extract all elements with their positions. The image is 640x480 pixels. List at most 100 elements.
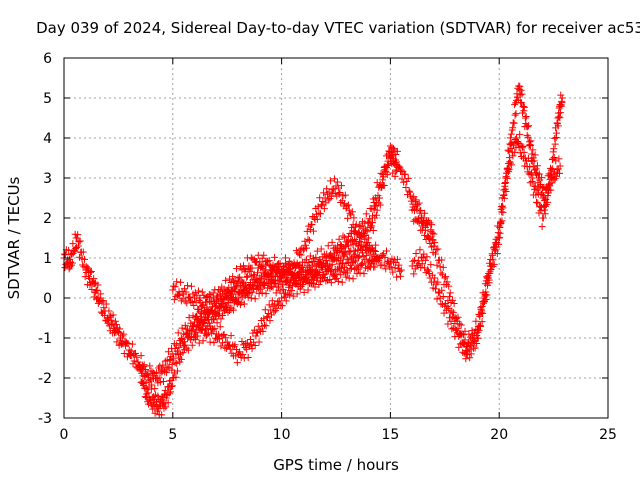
- data-point-fill: [508, 161, 516, 169]
- data-point-fill: [391, 172, 399, 180]
- data-point-fill: [554, 122, 562, 130]
- data-point-fill: [451, 333, 459, 341]
- data-point-fill: [525, 122, 533, 130]
- data-point-fill: [326, 262, 334, 270]
- data-point-fill: [493, 243, 501, 251]
- data-point-fill: [79, 248, 87, 256]
- data-point-fill: [342, 273, 350, 281]
- x-tick-label: 20: [490, 427, 508, 443]
- data-point-fill: [487, 255, 495, 263]
- data-point-fill: [155, 374, 163, 382]
- data-point-fill: [69, 240, 77, 248]
- data-point-fill: [511, 101, 519, 109]
- data-point-fill: [238, 338, 246, 346]
- data-point-fill: [414, 215, 422, 223]
- data-point-fill: [396, 163, 404, 171]
- data-point-fill: [556, 169, 564, 177]
- data-point-fill: [112, 321, 120, 329]
- data-point-fill: [557, 91, 565, 99]
- data-point: [343, 202, 351, 210]
- data-point-fill: [184, 282, 192, 290]
- data-point-fill: [209, 325, 217, 333]
- data-point-fill: [191, 289, 199, 297]
- data-point-fill: [412, 249, 420, 257]
- data-point-fill: [533, 162, 541, 170]
- data-point-fill: [328, 238, 336, 246]
- data-point-fill: [394, 162, 402, 170]
- data-point-fill: [316, 210, 324, 218]
- data-point-fill: [313, 215, 321, 223]
- data-point-fill: [349, 241, 357, 249]
- data-point-fill: [261, 266, 269, 274]
- data-point-fill: [516, 130, 524, 138]
- data-point-fill: [353, 253, 361, 261]
- data-point-fill: [273, 304, 281, 312]
- data-point-fill: [233, 265, 241, 273]
- data-point-fill: [381, 253, 389, 261]
- data-point-fill: [138, 365, 146, 373]
- data-point-fill: [438, 256, 446, 264]
- data-point-fill: [488, 250, 496, 258]
- data-point-fill: [380, 181, 388, 189]
- data-point: [310, 214, 318, 222]
- data-point-fill: [279, 285, 287, 293]
- data-point-fill: [258, 264, 266, 272]
- data-point-fill: [166, 355, 174, 363]
- data-point-fill: [146, 362, 154, 370]
- data-point-fill: [299, 281, 307, 289]
- data-point-fill: [518, 99, 526, 107]
- data-point: [430, 230, 438, 238]
- data-point-fill: [365, 215, 373, 223]
- chart-title: Day 039 of 2024, Sidereal Day-to-day VTE…: [36, 19, 640, 37]
- data-point-fill: [275, 277, 283, 285]
- data-point-fill: [338, 259, 346, 267]
- data-point-fill: [510, 119, 518, 127]
- data-point-fill: [133, 353, 141, 361]
- x-tick-label: 0: [60, 427, 69, 443]
- data-point-fill: [372, 241, 380, 249]
- data-point-fill: [213, 319, 221, 327]
- data-point: [201, 310, 209, 318]
- data-point-fill: [337, 182, 345, 190]
- data-point-fill: [144, 389, 152, 397]
- data-point-fill: [278, 302, 286, 310]
- data-point-fill: [477, 309, 485, 317]
- data-point-fill: [309, 280, 317, 288]
- data-point-fill: [400, 178, 408, 186]
- data-point-fill: [285, 291, 293, 299]
- x-axis-label: GPS time / hours: [273, 456, 399, 474]
- data-point-fill: [141, 373, 149, 381]
- data-point-fill: [153, 374, 161, 382]
- data-point-fill: [531, 182, 539, 190]
- data-point-fill: [188, 341, 196, 349]
- data-point: [332, 270, 340, 278]
- data-point-fill: [221, 299, 229, 307]
- data-point-fill: [61, 264, 69, 272]
- y-tick-label: -2: [38, 371, 52, 387]
- data-point-fill: [335, 190, 343, 198]
- data-point-fill: [534, 199, 542, 207]
- data-point: [365, 234, 373, 242]
- data-point: [223, 338, 231, 346]
- data-point-fill: [227, 332, 235, 340]
- data-point: [201, 326, 209, 334]
- data-point-fill: [301, 275, 309, 283]
- data-point-fill: [74, 242, 82, 250]
- data-point-fill: [293, 290, 301, 298]
- data-point-fill: [355, 254, 363, 262]
- data-point-fill: [244, 289, 252, 297]
- data-point-fill: [496, 218, 504, 226]
- data-point-fill: [193, 312, 201, 320]
- data-point-fill: [544, 198, 552, 206]
- data-point-fill: [199, 319, 207, 327]
- data-point-fill: [509, 152, 517, 160]
- data-point-fill: [502, 187, 510, 195]
- data-point-fill: [518, 144, 526, 152]
- data-point-fill: [500, 191, 508, 199]
- data-point-fill: [446, 289, 454, 297]
- data-point: [245, 282, 253, 290]
- data-point-fill: [236, 263, 244, 271]
- data-point-fill: [383, 161, 391, 169]
- y-tick-label: 1: [43, 251, 52, 267]
